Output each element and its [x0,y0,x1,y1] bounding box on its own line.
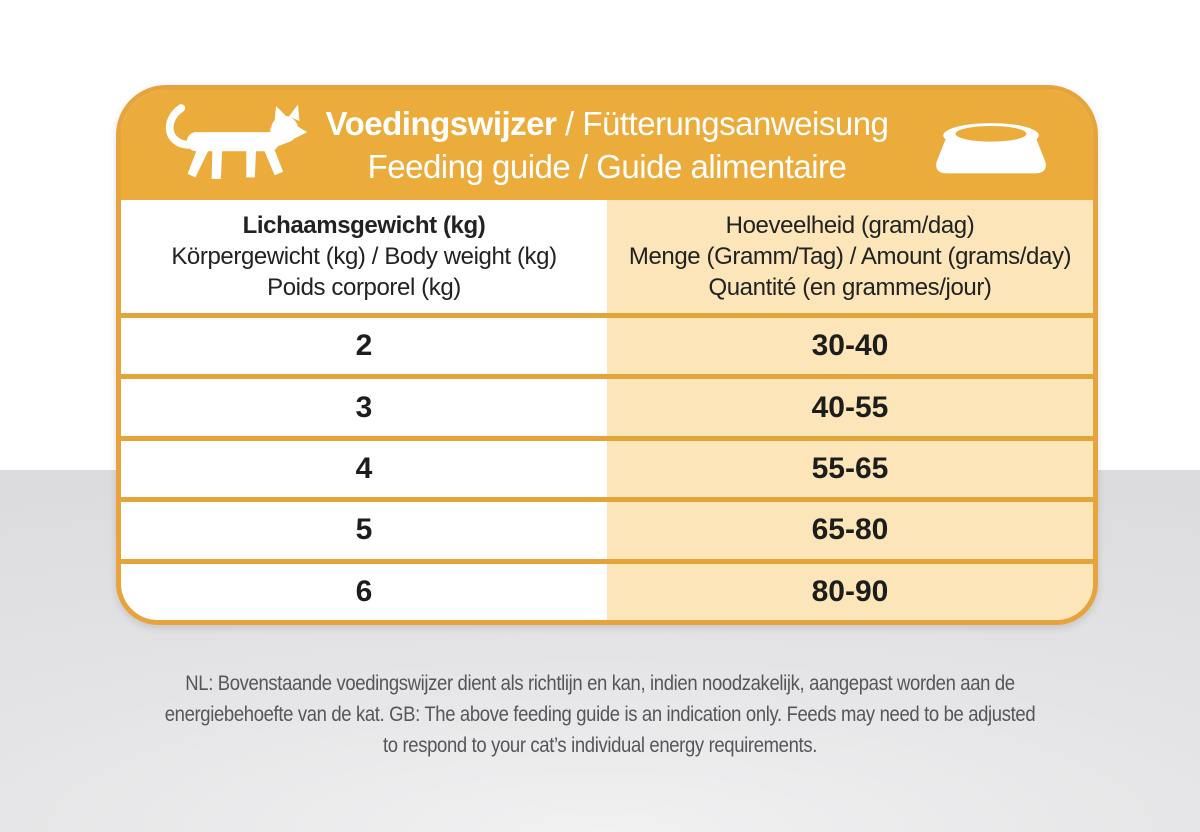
title-line-2: Feeding guide / Guide alimentaire [367,148,847,185]
amount-column-header: Hoeveelheid (gram/dag) Menge (Gramm/Tag)… [607,200,1093,313]
table-row: 4 55-65 [121,435,1093,498]
weight-value: 3 [121,379,607,436]
weight-value: 2 [121,318,607,375]
disclaimer-line-1: NL: Bovenstaande voedingswijzer dient al… [185,672,1015,695]
amount-value: 30-40 [607,318,1093,375]
feeding-table-body: 2 30-40 3 40-55 4 55-65 5 65-80 6 80-90 [121,313,1093,620]
weight-header-de-en: Körpergewicht (kg) / Body weight (kg) [171,243,557,270]
title-line-1: Voedingswijzer / Fütterungsanweisung [121,102,1093,145]
card-header: Voedingswijzer / Fütterungsanweisung Fee… [121,90,1093,200]
weight-header-fr: Poids corporel (kg) [267,274,461,301]
header-title: Voedingswijzer / Fütterungsanweisung Fee… [121,90,1093,200]
table-row: 2 30-40 [121,313,1093,375]
disclaimer-line-3: to respond to your cat’s individual ener… [382,734,817,757]
pet-bowl-icon [927,114,1055,180]
amount-header-nl: Hoeveelheid (gram/dag) [725,212,975,239]
weight-column-header: Lichaamsgewicht (kg) Körpergewicht (kg) … [121,200,607,313]
weight-value: 6 [121,563,607,620]
table-row: 3 40-55 [121,374,1093,436]
cat-icon [151,101,319,193]
weight-header-nl: Lichaamsgewicht (kg) [242,212,486,239]
amount-header-fr: Quantité (en grammes/jour) [708,274,992,301]
amount-value: 55-65 [607,440,1093,498]
table-row: 5 65-80 [121,497,1093,559]
table-row: 6 80-90 [121,558,1093,620]
disclaimer-note: NL: Bovenstaande voedingswijzer dient al… [72,668,1128,761]
title-de: / Fütterungsanweisung [556,105,889,142]
amount-value: 80-90 [607,563,1093,620]
amount-value: 65-80 [607,502,1093,559]
title-nl: Voedingswijzer [325,105,557,142]
table-column-headers: Lichaamsgewicht (kg) Körpergewicht (kg) … [121,200,1093,313]
amount-header-de-en: Menge (Gramm/Tag) / Amount (grams/day) [628,243,1072,270]
feeding-guide-card: Voedingswijzer / Fütterungsanweisung Fee… [116,85,1098,625]
weight-value: 4 [121,440,607,498]
weight-value: 5 [121,502,607,559]
amount-value: 40-55 [607,379,1093,436]
disclaimer-line-2: energiebehoefte van de kat. GB: The abov… [164,703,1036,726]
